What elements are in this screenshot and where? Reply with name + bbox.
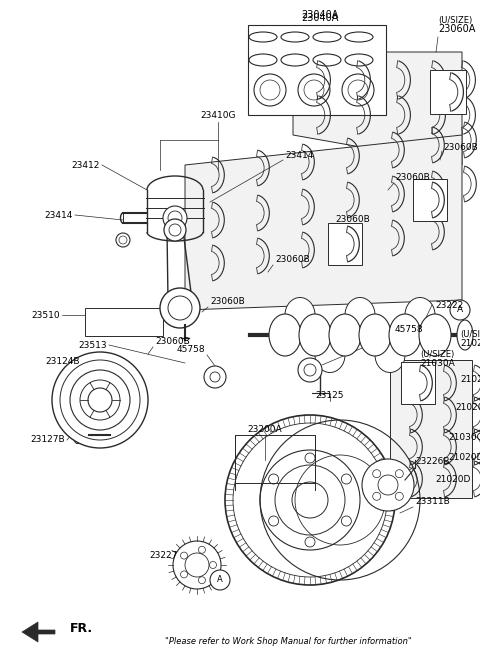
Text: 21030A: 21030A [420,358,455,367]
Ellipse shape [457,320,473,350]
Text: 23226B: 23226B [415,457,449,466]
Bar [248,25,386,115]
Text: 23060A: 23060A [438,24,475,34]
Text: FR.: FR. [70,621,93,634]
Circle shape [160,288,200,328]
Circle shape [298,358,322,382]
Bar [413,179,447,221]
Text: 23060B: 23060B [335,216,370,224]
Text: 21030C: 21030C [448,434,480,443]
Text: 21020D: 21020D [455,403,480,413]
Circle shape [260,450,360,550]
Ellipse shape [299,314,331,356]
Bar [85,308,163,336]
Text: 23040A: 23040A [301,10,339,20]
Circle shape [275,465,345,535]
Ellipse shape [375,337,405,373]
Ellipse shape [359,314,391,356]
Text: 23414: 23414 [45,211,73,220]
Ellipse shape [345,298,375,333]
Circle shape [450,300,470,320]
Circle shape [52,352,148,448]
Bar [430,70,466,114]
Text: 23311B: 23311B [415,497,450,506]
Text: 21020D: 21020D [448,453,480,462]
Text: 23060B: 23060B [210,298,245,306]
Polygon shape [22,622,55,642]
Circle shape [70,370,130,430]
Text: 21020D: 21020D [460,375,480,384]
Ellipse shape [419,314,451,356]
Polygon shape [390,360,472,498]
Text: 23040A: 23040A [301,13,339,23]
Ellipse shape [269,314,301,356]
Circle shape [164,219,186,241]
Text: 23060B: 23060B [443,144,478,152]
Text: 45758: 45758 [395,325,424,335]
Circle shape [225,415,395,585]
Text: (U/SIZE): (U/SIZE) [420,350,454,359]
Text: 23227: 23227 [150,550,178,560]
Circle shape [204,366,226,388]
Text: 21020D: 21020D [435,476,470,485]
Bar [235,435,315,483]
Text: 23200A: 23200A [248,426,282,434]
Text: 21020E: 21020E [460,338,480,348]
Ellipse shape [285,298,315,333]
Ellipse shape [329,314,361,356]
Text: (U/SIZE): (U/SIZE) [438,16,472,24]
Polygon shape [185,135,462,310]
Text: "Please refer to Work Shop Manual for further information": "Please refer to Work Shop Manual for fu… [165,638,412,647]
Text: A: A [457,306,463,314]
Text: (U/SIZE): (U/SIZE) [460,331,480,340]
Text: 45758: 45758 [176,346,205,354]
Text: 23513: 23513 [78,340,107,350]
Bar [401,362,435,404]
Text: 23060B: 23060B [155,337,190,346]
Text: 23414: 23414 [285,150,313,159]
Ellipse shape [389,314,421,356]
Polygon shape [293,52,462,165]
Circle shape [362,459,414,511]
Text: 23125: 23125 [316,390,344,400]
Ellipse shape [315,337,345,373]
Text: 23060B: 23060B [275,255,310,264]
Text: 23060B: 23060B [395,173,430,182]
Text: 23410G: 23410G [200,110,236,119]
Text: 23412: 23412 [72,161,100,169]
Circle shape [210,570,230,590]
Text: 23510: 23510 [31,310,60,319]
Text: 23127B: 23127B [30,436,65,445]
Circle shape [173,541,221,589]
Text: 23222: 23222 [435,300,463,310]
Text: 23124B: 23124B [46,358,80,367]
Text: A: A [217,575,223,584]
Ellipse shape [405,298,435,333]
Circle shape [88,388,112,412]
Circle shape [163,206,187,230]
Bar [328,223,362,265]
